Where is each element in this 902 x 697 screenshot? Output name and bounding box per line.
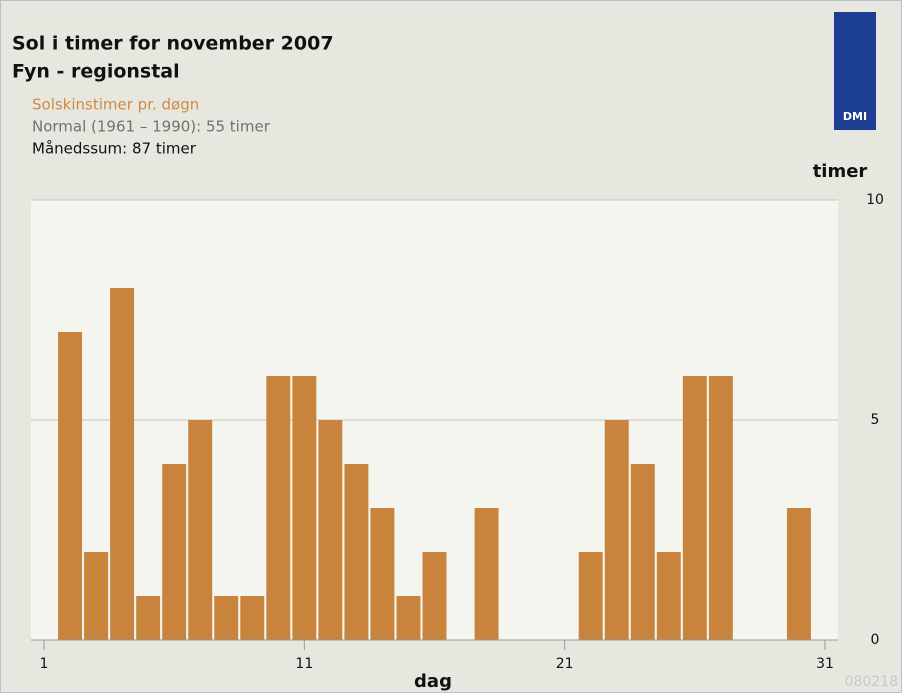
chart-title: Sol i timer for november 2007 [12,33,334,55]
bar [214,596,239,640]
bar [136,596,161,640]
bar [422,552,447,640]
bar [630,464,655,640]
bar [58,332,83,640]
bar [396,596,421,640]
x-axis-label: dag [414,671,452,692]
bar [786,508,811,640]
bar [708,376,733,640]
bar [162,464,187,640]
x-tick-label: 1 [40,656,49,672]
legend-entry: Månedssum: 87 timer [32,140,197,158]
bar [682,376,707,640]
bar [110,288,135,640]
x-tick-label: 31 [816,656,834,672]
chart-subtitle: Fyn - regionstal [12,61,180,83]
code: 080218 [845,674,898,690]
y-tick-label: 10 [866,192,884,208]
logo [834,12,876,130]
bar [240,596,265,640]
y-tick-label: 5 [871,412,880,428]
bar [84,552,109,640]
x-tick-label: 21 [556,656,574,672]
bar [318,420,343,640]
bar [266,376,291,640]
bar [344,464,369,640]
y-axis-label: timer [813,161,868,182]
bar [578,552,603,640]
legend-entry: Solskinstimer pr. døgn [32,96,199,114]
logo-text: DMI [843,110,867,123]
bar [474,508,499,640]
bar [656,552,681,640]
bar [604,420,629,640]
bar [188,420,213,640]
bar [292,376,317,640]
x-tick-label: 11 [295,656,313,672]
bar [370,508,395,640]
legend-entry: Normal (1961 – 1990): 55 timer [32,118,271,136]
y-tick-label: 0 [871,632,880,648]
